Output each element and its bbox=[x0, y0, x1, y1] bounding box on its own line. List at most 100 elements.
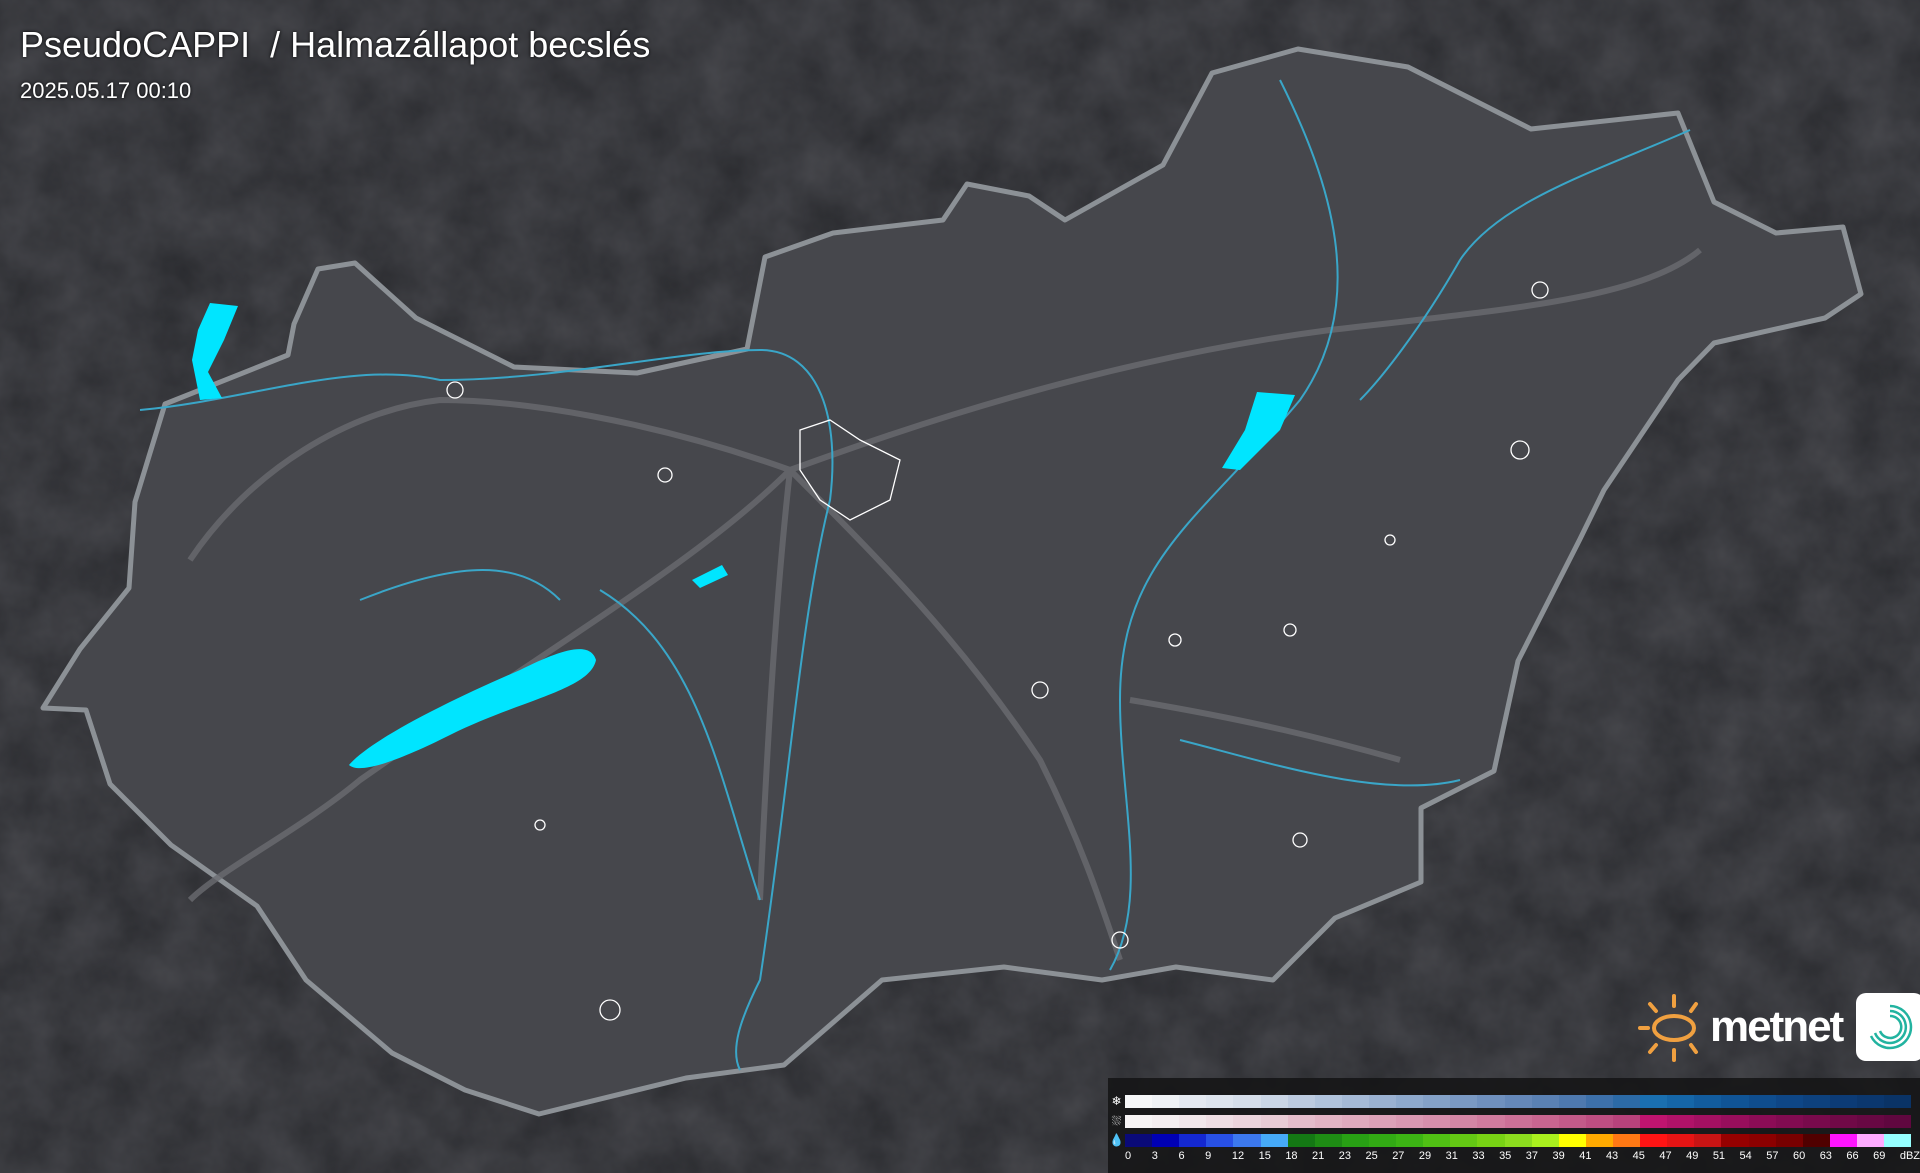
legend-cell-rain bbox=[1179, 1133, 1207, 1147]
legend-cell-snow bbox=[1775, 1094, 1803, 1108]
legend-cell-rain bbox=[1721, 1133, 1749, 1147]
legend-unit: dBZ bbox=[1899, 1150, 1920, 1162]
legend-ticks: 0 3 6 9 12 15 18 21 23 25 27 29 31 33 35 37 39 41 43 45 47 49… bbox=[1125, 1150, 1920, 1162]
settlements bbox=[446, 281, 1549, 1021]
legend-cell-mixed bbox=[1179, 1115, 1207, 1128]
legend-cell-mixed bbox=[1396, 1115, 1424, 1128]
legend-tick: 29 bbox=[1418, 1150, 1432, 1162]
lake-balaton bbox=[349, 649, 596, 769]
legend-cell-mixed bbox=[1640, 1115, 1668, 1128]
legend-cell-rain bbox=[1396, 1133, 1424, 1147]
legend-cell-rain bbox=[1856, 1133, 1885, 1147]
legend-cell-rain bbox=[1260, 1133, 1288, 1147]
legend-tick: 35 bbox=[1499, 1150, 1512, 1162]
legend-cell-snow bbox=[1612, 1094, 1641, 1108]
legend-tick: 57 bbox=[1766, 1150, 1779, 1162]
timestamp: 2025.05.17 00:10 bbox=[20, 78, 192, 103]
legend-cell-rain bbox=[1585, 1133, 1613, 1147]
legend-cell-mixed bbox=[1125, 1115, 1153, 1128]
page-title: PseudoCAPPI / Halmazállapot becslés bbox=[20, 24, 651, 65]
legend-tick: 43 bbox=[1605, 1150, 1619, 1162]
legend-cell-snow bbox=[1585, 1094, 1613, 1108]
legend-cell-snow bbox=[1152, 1094, 1180, 1108]
legend-tick: 9 bbox=[1205, 1150, 1212, 1162]
sleet-icon: ⛆ bbox=[1111, 1114, 1122, 1128]
legend-tick: 41 bbox=[1579, 1150, 1592, 1162]
lake-ferto bbox=[192, 303, 238, 400]
legend-cell-rain bbox=[1748, 1133, 1776, 1147]
legend-bar-rain bbox=[1125, 1133, 1912, 1147]
legend-cell-snow bbox=[1396, 1094, 1424, 1108]
legend-cell-mixed bbox=[1531, 1115, 1559, 1128]
legend-cell-mixed bbox=[1856, 1115, 1885, 1128]
snowflake-icon: ❄ bbox=[1111, 1094, 1122, 1108]
legend-cell-snow bbox=[1179, 1094, 1207, 1108]
legend-cell-rain bbox=[1287, 1133, 1315, 1147]
legend-cell-mixed bbox=[1884, 1115, 1912, 1128]
lakes bbox=[192, 303, 1295, 769]
legend-cell-rain bbox=[1314, 1133, 1342, 1147]
legend-tick: 27 bbox=[1392, 1150, 1405, 1162]
legend-cell-mixed bbox=[1233, 1115, 1261, 1128]
legend-tick: 51 bbox=[1712, 1150, 1726, 1162]
legend-cell-mixed bbox=[1152, 1115, 1180, 1128]
legend-cell-rain bbox=[1531, 1133, 1559, 1147]
legend-cell-snow bbox=[1884, 1094, 1912, 1108]
legend-cell-rain bbox=[1206, 1133, 1234, 1147]
raindrop-icon: 💧 bbox=[1109, 1133, 1124, 1147]
legend-cell-snow bbox=[1450, 1094, 1478, 1108]
legend-cell-snow bbox=[1829, 1094, 1857, 1108]
legend-cell-mixed bbox=[1450, 1115, 1478, 1128]
lake-velence bbox=[692, 565, 728, 588]
legend-cell-mixed bbox=[1504, 1115, 1532, 1128]
legend-cell-snow bbox=[1206, 1094, 1234, 1108]
legend-tick: 31 bbox=[1445, 1150, 1458, 1162]
hungary-outline bbox=[40, 46, 1864, 1117]
legend-cell-rain bbox=[1368, 1133, 1397, 1147]
legend-cell-snow bbox=[1856, 1094, 1885, 1108]
legend-tick: 45 bbox=[1632, 1150, 1645, 1162]
legend-cell-mixed bbox=[1612, 1115, 1641, 1128]
legend-cell-snow bbox=[1368, 1094, 1397, 1108]
legend-tick: 23 bbox=[1338, 1150, 1351, 1162]
legend-cell-mixed bbox=[1694, 1115, 1722, 1128]
legend-tick: 39 bbox=[1552, 1150, 1565, 1162]
legend-cell-snow bbox=[1314, 1094, 1342, 1108]
legend-row-mixed: ⛆ bbox=[1108, 1114, 1912, 1129]
legend-tick: 69 bbox=[1873, 1150, 1886, 1162]
legend-cell-snow bbox=[1423, 1094, 1451, 1108]
legend-bar-mixed bbox=[1125, 1115, 1912, 1128]
legend-tick: 33 bbox=[1472, 1150, 1485, 1162]
legend-cell-snow bbox=[1640, 1094, 1668, 1108]
legend-cell-mixed bbox=[1206, 1115, 1234, 1128]
legend-row-rain: 💧 bbox=[1108, 1133, 1912, 1147]
legend-cell-rain bbox=[1341, 1133, 1369, 1147]
legend-cell-snow bbox=[1748, 1094, 1776, 1108]
legend-tick: 37 bbox=[1525, 1150, 1539, 1162]
legend-row-snow: ❄ bbox=[1108, 1094, 1912, 1108]
legend-cell-rain bbox=[1558, 1133, 1586, 1147]
legend-tick: 54 bbox=[1739, 1150, 1752, 1162]
legend-cell-rain bbox=[1775, 1133, 1803, 1147]
legend-cell-mixed bbox=[1667, 1115, 1695, 1128]
legend-cell-snow bbox=[1287, 1094, 1315, 1108]
color-legend: ❄ ⛆ 💧 0 3 6 9 12 15 18 21 23 25 27 29 31 33 35 37 39 41 43… bbox=[1108, 1078, 1920, 1173]
legend-cell-snow bbox=[1531, 1094, 1559, 1108]
legend-cell-rain bbox=[1884, 1133, 1912, 1147]
legend-tick: 21 bbox=[1312, 1150, 1325, 1162]
legend-tick: 63 bbox=[1819, 1150, 1832, 1162]
legend-cell-rain bbox=[1477, 1133, 1505, 1147]
rivers bbox=[139, 79, 1691, 1071]
legend-cell-snow bbox=[1477, 1094, 1505, 1108]
legend-cell-snow bbox=[1802, 1094, 1830, 1108]
metnet-logo: metnet bbox=[1636, 992, 1920, 1062]
roads bbox=[187, 247, 1702, 961]
metnet-swirl-icon bbox=[1856, 993, 1920, 1061]
legend-cell-rain bbox=[1233, 1133, 1261, 1147]
legend-cell-mixed bbox=[1829, 1115, 1857, 1128]
legend-cell-snow bbox=[1341, 1094, 1369, 1108]
legend-tick: 3 bbox=[1151, 1150, 1158, 1162]
legend-cell-rain bbox=[1667, 1133, 1695, 1147]
logo-text: metnet bbox=[1710, 1002, 1844, 1051]
